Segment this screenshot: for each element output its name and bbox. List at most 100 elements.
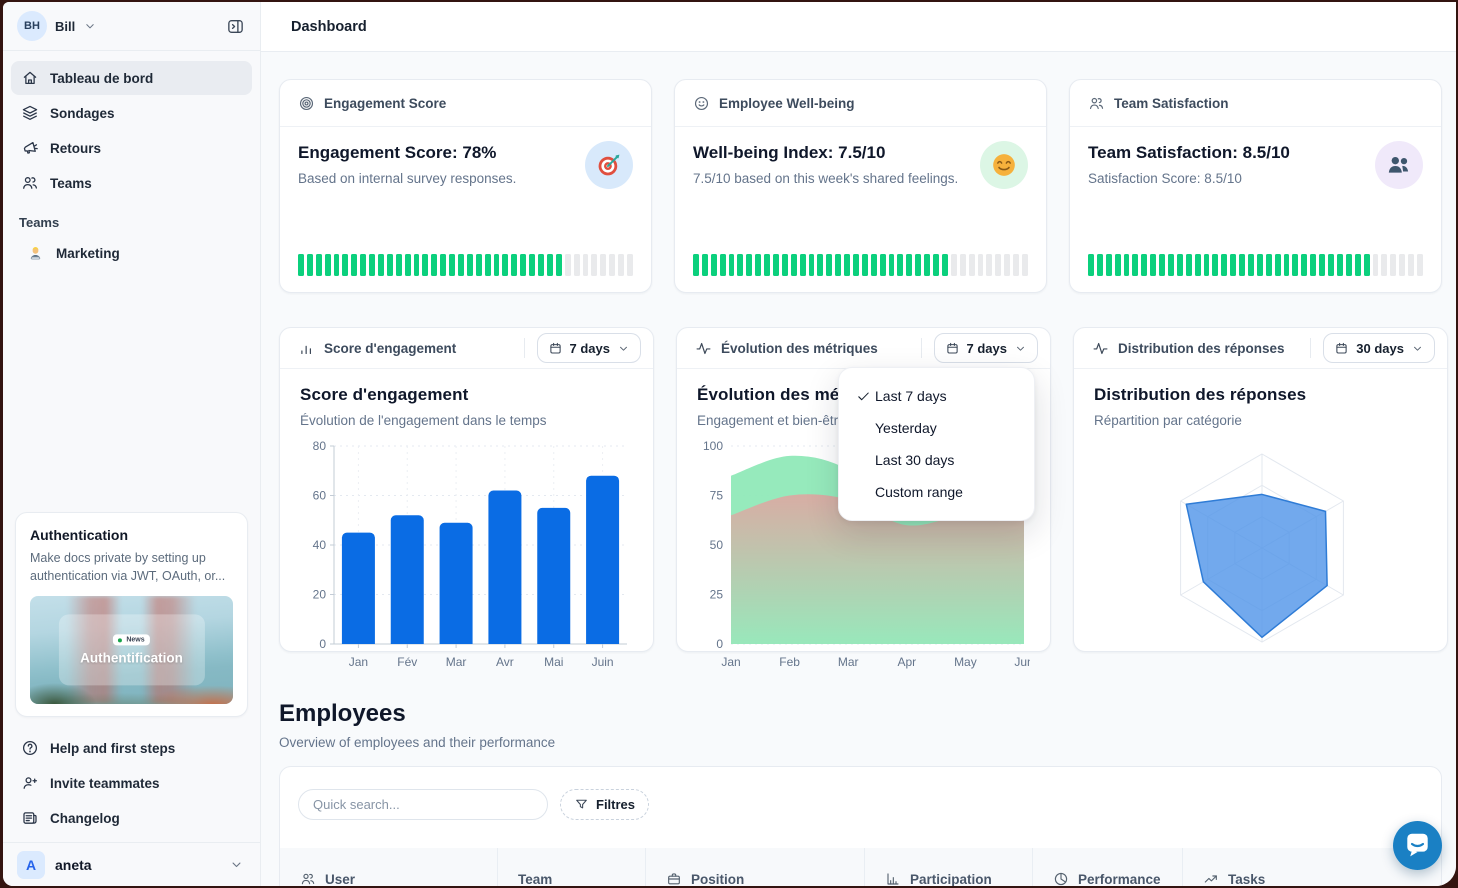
menu-item-yesterday[interactable]: Yesterday (875, 420, 937, 436)
progress-segment (870, 254, 877, 276)
column-header-team[interactable]: Team (498, 848, 646, 886)
chevron-down-icon (1014, 342, 1027, 355)
progress-segment (386, 254, 393, 276)
column-header-user[interactable]: User (280, 848, 498, 886)
sidebar-item-invite-teammates[interactable]: Invite teammates (11, 766, 252, 800)
menu-item-last-30-days[interactable]: Last 30 days (875, 452, 955, 468)
user-name: Bill (55, 18, 76, 34)
progress-segment (1185, 254, 1192, 276)
svg-text:100: 100 (703, 439, 723, 453)
progress-segment (879, 254, 886, 276)
sidebar-header: BH Bill (3, 2, 260, 51)
employees-title: Employees (279, 700, 406, 727)
progress-segment (582, 254, 589, 276)
target-emoji-icon (585, 141, 633, 189)
funnel-icon (574, 797, 589, 812)
column-header-performance[interactable]: Performance (1033, 848, 1183, 886)
progress-segment (431, 254, 438, 276)
progress-segment (1390, 254, 1397, 276)
progress-segment (773, 254, 779, 276)
collapse-sidebar-button[interactable] (222, 13, 248, 39)
sidebar-item-retours[interactable]: Retours (11, 131, 252, 165)
progress-segment (764, 254, 771, 276)
chart-card-response-distribution: Distribution des réponses 30 days Distri… (1073, 327, 1448, 652)
progress-segment (351, 254, 358, 276)
progress-segment (1150, 254, 1157, 276)
chevron-down-icon (1411, 342, 1424, 355)
progress-segment (573, 254, 580, 276)
sidebar-item-changelog[interactable]: Changelog (11, 801, 252, 835)
sidebar-item-tableau-de-bord[interactable]: Tableau de bord (11, 61, 252, 95)
date-range-button[interactable]: 7 days (536, 333, 641, 363)
date-range-button[interactable]: 7 days (933, 333, 1038, 363)
progress-segment (959, 254, 966, 276)
trend-icon (1203, 871, 1219, 886)
chart-subtitle: Engagement et bien-être (697, 413, 846, 428)
progress-segment (324, 254, 331, 276)
progress-segment (1319, 254, 1326, 276)
activity-icon (1092, 340, 1109, 357)
promo-card-authentication[interactable]: Authentication Make docs private by sett… (15, 511, 248, 717)
filters-button[interactable]: Filtres (560, 789, 650, 820)
user-avatar: BH (17, 11, 47, 41)
workspace-name: aneta (55, 856, 92, 873)
column-header-participation[interactable]: Participation (865, 848, 1033, 886)
user-menu[interactable]: BH Bill (17, 11, 97, 41)
progress-segment (1336, 254, 1343, 276)
progress-segment (701, 254, 708, 276)
workspace-switcher[interactable]: A aneta (3, 842, 260, 886)
progress-segment (693, 254, 699, 276)
progress-segment (835, 254, 842, 276)
progress-segment (529, 254, 536, 276)
menu-item-custom-range[interactable]: Custom range (875, 484, 963, 500)
date-range-button[interactable]: 30 days (1323, 333, 1435, 363)
menu-item-last-7-days[interactable]: Last 7 days (839, 380, 1034, 412)
svg-text:Mar: Mar (446, 655, 467, 669)
employees-subtitle: Overview of employees and their performa… (279, 735, 556, 750)
table-header-row: User Team Position Participation Perform… (280, 848, 1441, 886)
chart-card-label: Évolution des métriques (721, 340, 878, 356)
chat-launcher-button[interactable] (1393, 821, 1442, 870)
progress-segment (1265, 254, 1272, 276)
promo-image-title: Authentification (80, 650, 183, 666)
sidebar-item-teams[interactable]: Teams (11, 166, 252, 200)
progress-segment (475, 254, 482, 276)
promo-title: Authentication (30, 526, 128, 543)
chevron-down-icon (83, 19, 97, 33)
users-icon (1088, 95, 1105, 112)
team-item-marketing[interactable]: Marketing (3, 236, 260, 270)
progress-segment (502, 254, 509, 276)
column-header-position[interactable]: Position (646, 848, 865, 886)
sidebar: BH Bill Tableau de bord Sondages Retours… (3, 2, 261, 886)
sidebar-item-sondages[interactable]: Sondages (11, 96, 252, 130)
engagement-bar-chart: 0 20 40 60 80 Jan Fév Mar Avr Mai Juin (300, 436, 633, 679)
progress-segment (790, 254, 797, 276)
svg-text:0: 0 (319, 637, 326, 651)
progress-segment (844, 254, 851, 276)
progress-segment (555, 254, 562, 276)
employees-table-card: Filtres User Team Position Participation… (279, 766, 1442, 886)
sidebar-item-help-and-first-steps[interactable]: Help and first steps (11, 731, 252, 765)
layers-icon (21, 104, 39, 122)
progress-segment (378, 254, 384, 276)
topbar: Dashboard (261, 2, 1456, 52)
progress-segment (1381, 254, 1388, 276)
users-icon (21, 174, 39, 192)
search-input[interactable] (298, 789, 548, 820)
progress-segment (1256, 254, 1263, 276)
content: Engagement Score Engagement Score: 78% B… (261, 52, 1456, 886)
teams-list: Marketing (3, 236, 260, 270)
svg-text:40: 40 (313, 538, 327, 552)
progress-segment (458, 254, 464, 276)
progress-segment (1354, 254, 1361, 276)
progress-segment (1096, 254, 1103, 276)
progress-segment (1004, 254, 1011, 276)
bar-chart-icon (298, 340, 315, 357)
progress-segment (422, 254, 429, 276)
progress-segment (1363, 254, 1370, 276)
progress-segment (781, 254, 788, 276)
progress-segment (897, 254, 904, 276)
progress-segment (395, 254, 402, 276)
stat-card-row: Engagement Score Engagement Score: 78% B… (279, 79, 1442, 293)
progress-segment (315, 254, 322, 276)
